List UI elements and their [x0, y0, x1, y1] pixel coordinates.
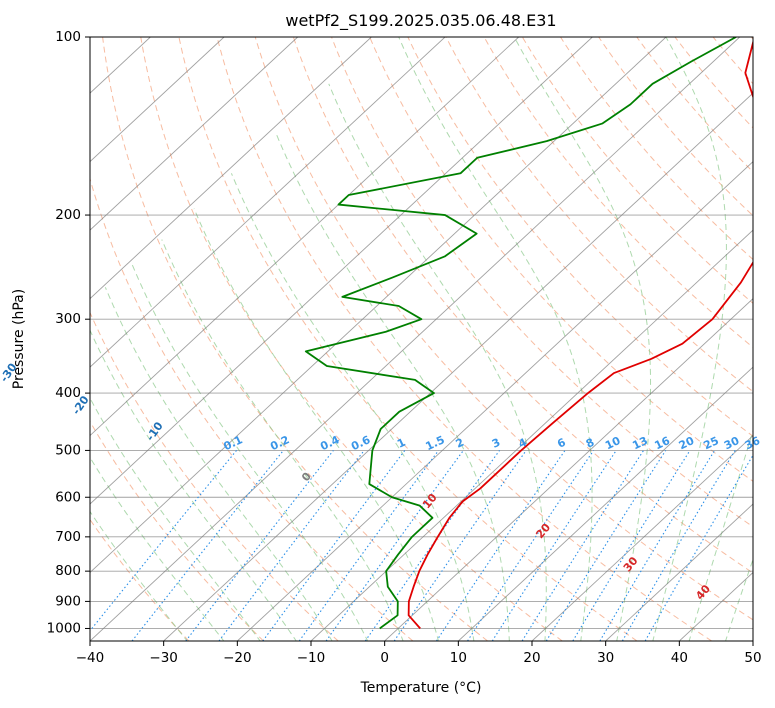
- mixing-ratio-line: [364, 450, 500, 641]
- isotherm-line: [90, 37, 299, 231]
- moist-adiabat-line: [688, 428, 753, 641]
- axes: −40 −30 −20 −10 0 10 20 30 40 50 100 200 300 400 500 60…: [47, 29, 762, 666]
- isotherm-line: [310, 229, 753, 641]
- isotherm-line: [531, 434, 753, 641]
- x-tick-label: 0: [380, 650, 389, 666]
- dry-adiabat-line: [483, 37, 753, 348]
- dry-adiabat-line: [216, 37, 712, 641]
- mixing-ratio-line: [218, 450, 365, 641]
- isotherm-line: [458, 366, 753, 641]
- chart-title: wetPf2_S199.2025.035.06.48.E31: [285, 11, 556, 31]
- x-tick-label: −40: [76, 650, 105, 666]
- mixing-ratio-label: 10: [603, 434, 623, 452]
- moist-adiabat-line: [398, 37, 593, 641]
- dry-adiabat-line: [102, 37, 488, 641]
- x-tick-label: 30: [597, 650, 614, 666]
- mixing-ratio-line: [298, 450, 440, 641]
- moist-adiabat-line: [130, 261, 369, 641]
- moist-adiabat-line: [652, 37, 727, 641]
- isotherm-line: [163, 92, 753, 641]
- y-tick-label: 400: [55, 385, 81, 401]
- isotherm-line: [237, 161, 753, 641]
- x-tick-label: −10: [297, 650, 326, 666]
- dewpoint-profile: [304, 37, 737, 630]
- y-tick-label: 500: [55, 442, 81, 458]
- y-tick-label: 1000: [47, 620, 81, 636]
- y-tick-label: 300: [55, 311, 81, 327]
- moist-adiabat-line: [90, 329, 297, 641]
- moist-adiabat-line: [90, 456, 225, 641]
- dry-adiabat-line: [560, 37, 753, 261]
- mixing-ratio-line: [325, 450, 464, 641]
- isotherm-line: [90, 37, 593, 505]
- mixing-ratio-line: [262, 450, 406, 641]
- y-tick-label: 700: [55, 529, 81, 545]
- dry-adiabat-line: [445, 37, 753, 393]
- mixing-ratio-line: [521, 450, 645, 641]
- mixing-ratio-line: [572, 450, 691, 641]
- y-tick-label: 600: [55, 489, 81, 505]
- mixing-ratio-line: [435, 450, 566, 641]
- x-tick-label: 10: [450, 650, 467, 666]
- mixing-ratio-line: [467, 450, 595, 641]
- isotherm-line: [384, 297, 753, 641]
- mixing-ratio-line: [90, 450, 237, 632]
- x-tick-label: −20: [223, 650, 252, 666]
- mixing-ratio-label: 20: [677, 434, 697, 452]
- background-lines: [0, 37, 753, 641]
- isotherm-line: [90, 37, 741, 641]
- plot-frame: [89, 36, 754, 642]
- x-tick-label: 20: [523, 650, 540, 666]
- temperature-profile: [407, 39, 753, 630]
- isotherm-line: [90, 37, 372, 300]
- moist-adiabat-line: [104, 287, 333, 641]
- y-tick-label: 200: [55, 207, 81, 223]
- y-tick-label: 100: [55, 29, 81, 45]
- dry-adiabat-line: [750, 37, 753, 40]
- dry-adiabat-line: [90, 177, 414, 641]
- x-tick-label: 40: [671, 650, 688, 666]
- dry-adiabat-line: [90, 311, 339, 641]
- mixing-ratio-line: [491, 450, 617, 641]
- y-tick-label: 900: [55, 593, 81, 609]
- mixing-ratio-label: 13: [630, 434, 649, 452]
- dry-adiabat-line: [598, 37, 753, 217]
- isotherm-line: [605, 503, 753, 641]
- x-tick-label: 50: [744, 650, 761, 666]
- dry-adiabat-line: [331, 37, 753, 528]
- x-tick-label: −30: [149, 650, 178, 666]
- dry-adiabat-line: [407, 37, 753, 437]
- series-layer: [304, 37, 753, 630]
- y-tick-label: 800: [55, 563, 81, 579]
- isotherm-line: [752, 640, 753, 641]
- mixing-ratio-label: 25: [701, 434, 720, 452]
- dry-adiabat-line: [140, 37, 563, 641]
- isotherm-line: [90, 37, 446, 368]
- isotherm-line: [90, 37, 225, 163]
- moist-adiabat-line: [513, 37, 652, 641]
- mixing-ratio-label: 16: [653, 434, 673, 452]
- dry-adiabat-line: [178, 37, 638, 641]
- dry-adiabat-line: [90, 518, 190, 641]
- isotherm-line: [90, 37, 520, 437]
- mixing-ratio-label: 30: [722, 434, 742, 452]
- isotherm-line: [0, 37, 3, 641]
- y-axis-label: Pressure (hPa): [11, 289, 27, 389]
- moist-adiabat-line: [725, 558, 753, 641]
- dry-adiabat-line: [292, 37, 753, 574]
- x-axis-label: Temperature (°C): [360, 680, 482, 696]
